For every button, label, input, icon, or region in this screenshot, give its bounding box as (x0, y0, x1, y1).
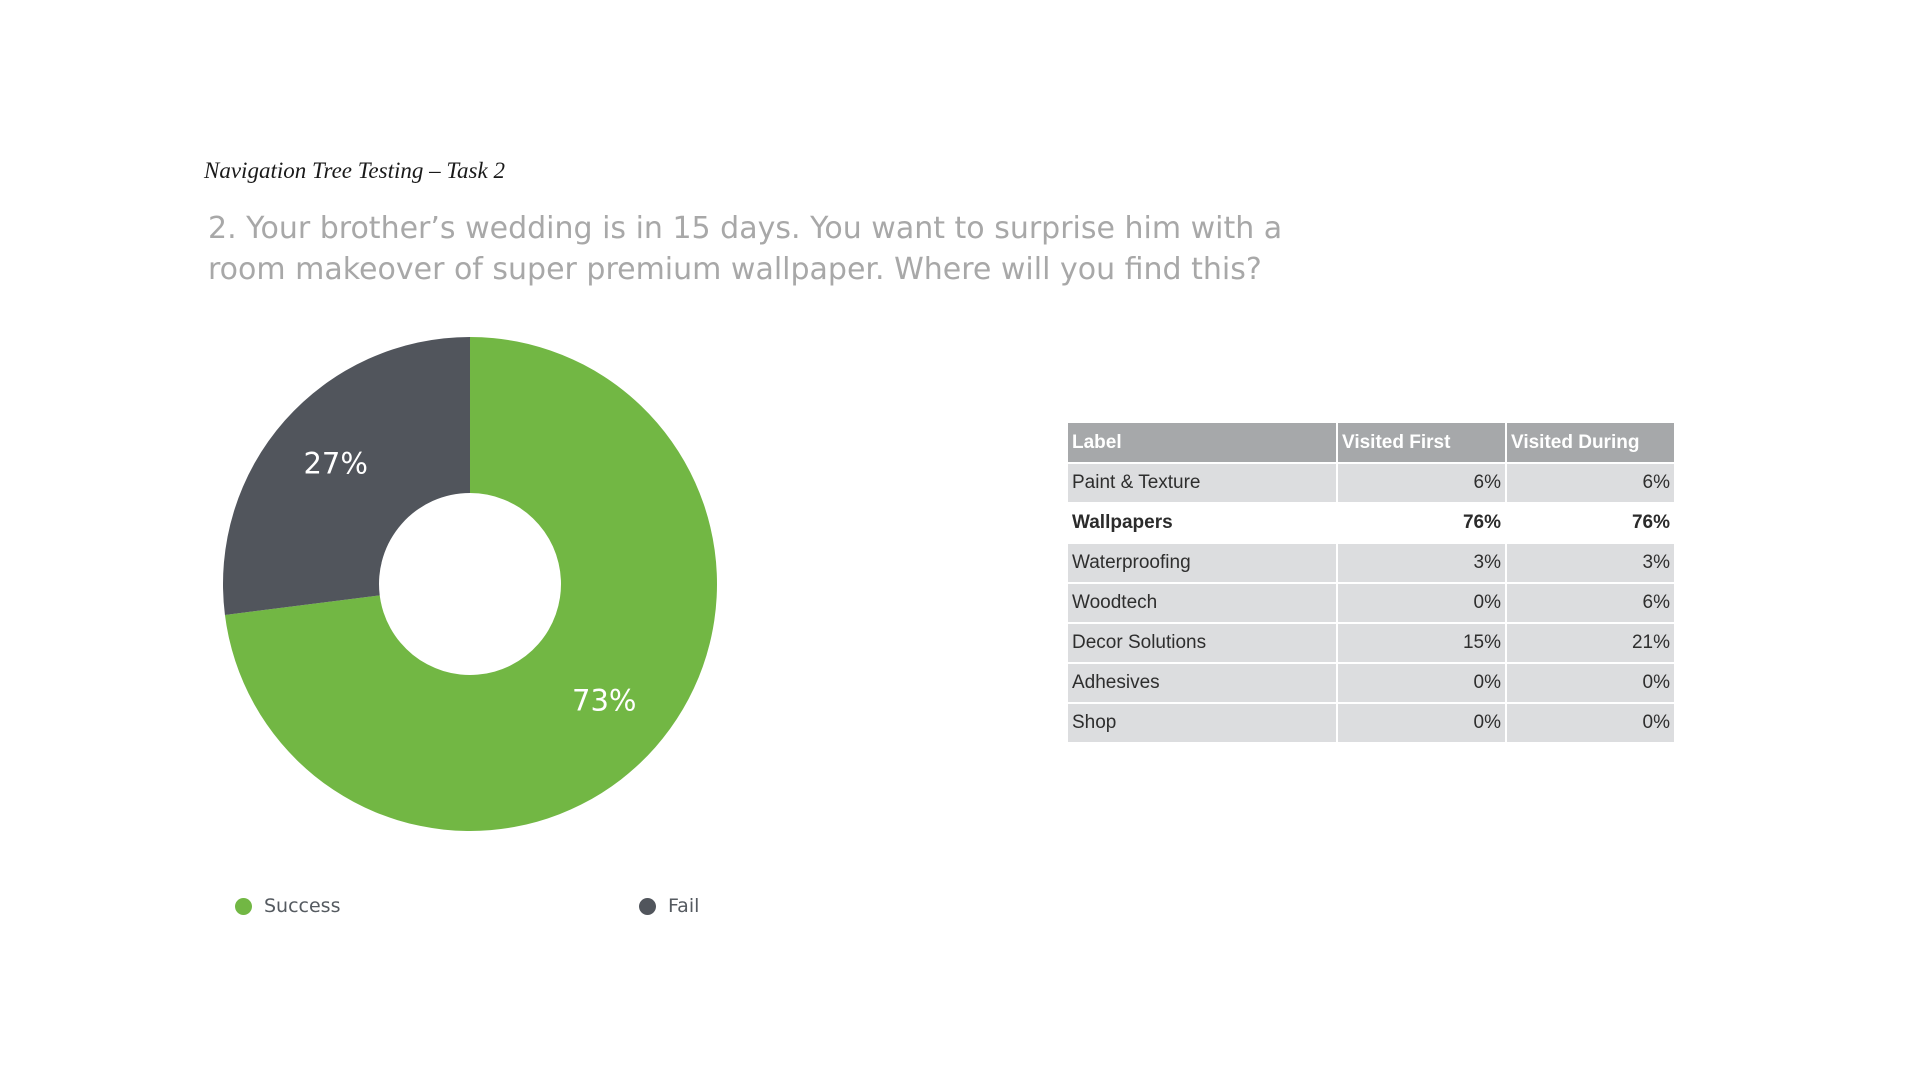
question-line-2: room makeover of super premium wallpaper… (208, 252, 1262, 287)
table-row: Paint & Texture 6% 6% (1068, 462, 1676, 503)
visited-during-cell: 6% (1506, 462, 1676, 503)
column-header-visited-first: Visited First (1337, 423, 1507, 463)
task-question: 2. Your brother’s wedding is in 15 days.… (208, 208, 1328, 290)
visited-during-cell: 21% (1506, 622, 1676, 663)
row-label-cell: Woodtech (1068, 582, 1338, 623)
visited-during-cell: 0% (1506, 662, 1676, 703)
table-row: Wallpapers 76% 76% (1068, 502, 1676, 543)
visited-first-cell: 3% (1337, 542, 1507, 583)
table-row: Waterproofing 3% 3% (1068, 542, 1676, 583)
visited-during-cell: 76% (1506, 502, 1676, 543)
slide-title: Navigation Tree Testing – Task 2 (204, 158, 505, 183)
legend-label-success: Success (264, 895, 341, 917)
row-label-cell: Shop (1068, 702, 1338, 742)
question-line-1: 2. Your brother’s wedding is in 15 days.… (208, 211, 1283, 246)
navigation-results-table: Label Visited First Visited During Paint… (1068, 423, 1676, 742)
table-row: Shop 0% 0% (1068, 702, 1676, 742)
visited-first-cell: 6% (1337, 462, 1507, 503)
visited-first-cell: 76% (1337, 502, 1507, 543)
legend-item-success: Success (235, 895, 340, 917)
table-row: Woodtech 0% 6% (1068, 582, 1676, 623)
visited-during-cell: 3% (1506, 542, 1676, 583)
donut-slice-success (224, 337, 717, 832)
table-body: Paint & Texture 6% 6% Wallpapers 76% 76% Water… (1068, 462, 1676, 742)
legend-item-fail: Fail (639, 895, 699, 917)
visited-during-cell: 6% (1506, 582, 1676, 623)
legend-marker-fail (639, 897, 656, 915)
row-label-cell: Paint & Texture (1068, 462, 1338, 503)
column-header-visited-during: Visited During (1506, 423, 1676, 463)
table-header-row: Label Visited First Visited During (1068, 423, 1676, 463)
visited-first-cell: 15% (1337, 622, 1507, 663)
visited-during-cell: 0% (1506, 702, 1676, 742)
donut-slice-fail (223, 337, 470, 615)
row-label-cell: Waterproofing (1068, 542, 1338, 583)
row-label-cell: Wallpapers (1068, 502, 1338, 543)
column-header-label: Label (1068, 423, 1338, 463)
row-label-cell: Adhesives (1068, 662, 1338, 703)
table-row: Adhesives 0% 0% (1068, 662, 1676, 703)
legend-label-fail: Fail (668, 895, 700, 917)
visited-first-cell: 0% (1337, 582, 1507, 623)
visited-first-cell: 0% (1337, 702, 1507, 742)
row-label-cell: Decor Solutions (1068, 622, 1338, 663)
table-row: Decor Solutions 15% 21% (1068, 622, 1676, 663)
data-label-fail: 27% (303, 447, 367, 481)
visited-first-cell: 0% (1337, 662, 1507, 703)
data-label-success: 73% (572, 683, 636, 717)
legend-marker-success (235, 897, 252, 915)
